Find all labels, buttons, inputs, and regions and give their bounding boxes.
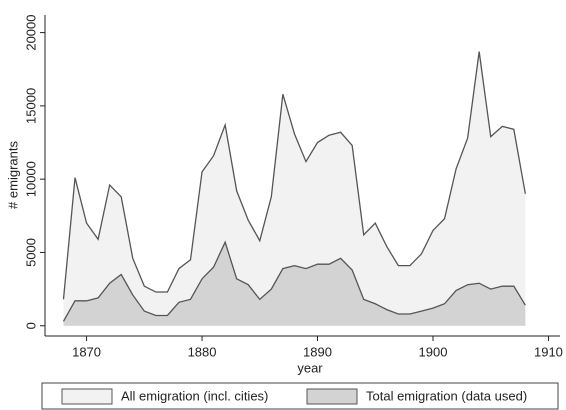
y-axis-label: # emigrants [5,141,20,209]
x-tick-label: 1870 [72,344,101,359]
x-tick-label: 1880 [188,344,217,359]
y-tick-label: 0 [23,322,38,329]
x-tick-label: 1910 [534,344,563,359]
y-tick-label: 5000 [23,238,38,267]
x-axis-label: year [297,360,323,375]
y-tick-label: 10000 [23,161,38,197]
area-line [62,51,526,300]
area-fill [63,242,526,326]
legend-swatch [61,388,113,405]
legend-label: Total emigration (data used) [366,388,527,403]
legend-box [41,382,559,410]
y-tick-label: 20000 [23,15,38,51]
legend-label: All emigration (incl. cities) [121,388,268,403]
area-fill [63,51,526,326]
x-tick-label: 1890 [303,344,332,359]
y-tick-label: 15000 [23,88,38,124]
legend-swatch [306,388,358,405]
x-tick-label: 1900 [419,344,448,359]
area-line [62,240,526,322]
